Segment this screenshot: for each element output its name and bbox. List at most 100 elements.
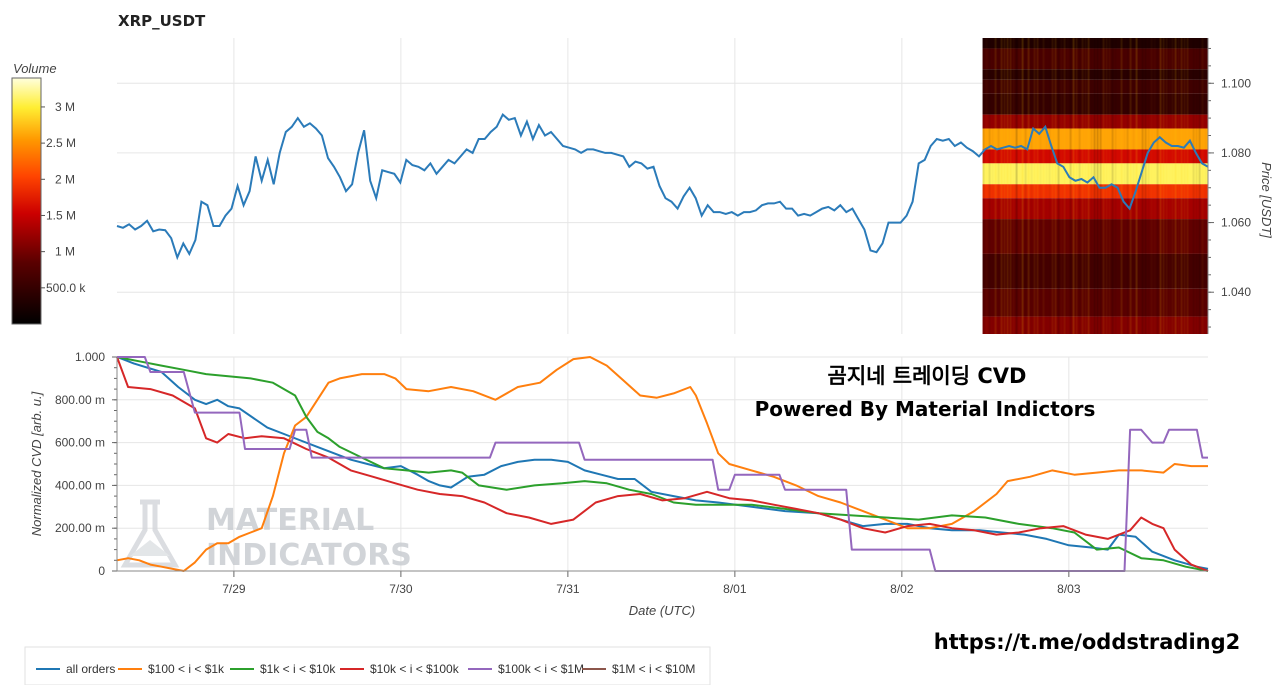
heatmap-streak [1120,38,1123,334]
cvd-y-ticks: 1.000 800.00 m 600.00 m 400.00 m 200.00 m 0 [55,350,117,578]
flask-liquid-icon [130,540,170,556]
heatmap-streak [1141,38,1144,334]
heatmap-streak [1003,38,1006,334]
heatmap-streak [1081,38,1084,334]
heatmap-streak [1000,38,1003,334]
heatmap-streak [997,38,1000,334]
heatmap-streak [1102,38,1105,334]
heatmap-streak [1156,38,1159,334]
material-indicators-watermark: MATERIAL INDICATORS [120,499,412,573]
colorbar-tick-label: 1.5 M [46,208,76,222]
heatmap-streak [1205,38,1207,334]
volume-heatmap [982,38,1208,334]
heatmap-streak [988,38,991,334]
heatmap-band [982,288,1208,317]
colorbar-tick-label: 2.5 M [46,136,76,150]
price-line [116,113,1209,261]
heatmap-band [982,219,1208,254]
heatmap-streak [1021,38,1024,334]
heatmap-band [982,163,1208,185]
heatmap-band [982,69,1208,80]
heatmap-band [982,114,1208,129]
heatmap-streak [1087,38,1090,334]
cvd-x-label: Date (UTC) [629,603,695,618]
heatmap-streak [1072,38,1075,334]
heatmap-band [982,38,1208,49]
heatmap-streak [1033,38,1036,334]
overlay-title: 곰지네 트레이딩 CVD [828,364,1027,388]
overlay-subtitle: Powered By Material Indictors [755,397,1096,421]
heatmap-streak [1069,38,1072,334]
heatmap-streak [1063,38,1066,334]
cvd-series-s10k_100k [116,356,1209,572]
heatmap-streak [1124,38,1126,334]
cvd-series-s1k_10k [116,356,1209,572]
colorbar-ticks: 3 M 2.5 M 2 M 1.5 M 1 M 500.0 k [41,100,86,295]
heatmap-streak [1013,38,1015,334]
cvd-x-tick-label: 7/30 [389,582,413,596]
cvd-tick-label: 200.00 m [55,521,105,535]
heatmap-streak [1061,38,1063,334]
telegram-url: https://t.me/oddstrading2 [934,630,1241,654]
heatmap-streak [1178,38,1180,334]
heatmap-streak [1147,38,1150,334]
heatmap-band [982,48,1208,70]
heatmap-streak [1180,38,1183,334]
heatmap-streak [1051,38,1054,334]
watermark-line2: INDICATORS [206,538,412,573]
heatmap-streak [1075,38,1078,334]
cvd-x-tick-label: 8/03 [1057,582,1081,596]
cvd-grid [117,356,1208,571]
heatmap-streak [1159,38,1162,334]
heatmap-streak [1040,38,1042,334]
heatmap-streak [1162,38,1165,334]
heatmap-streak [1031,38,1033,334]
heatmap-streak [1183,38,1186,334]
cvd-x-tick-label: 7/29 [222,582,246,596]
heatmap-streak [1151,38,1153,334]
heatmap-streak [1042,38,1045,334]
price-tick-label: 1.100 [1221,76,1251,90]
colorbar [11,77,42,325]
heatmap-band [982,316,1208,334]
heatmap-band [982,198,1208,220]
chart-title: XRP_USDT [118,12,206,30]
heatmap-streak [1165,38,1168,334]
heatmap-streak [986,38,988,334]
heatmap-streak [1198,38,1201,334]
heatmap-streak [1036,38,1039,334]
colorbar-tick-label: 3 M [55,100,75,114]
cvd-series-s100_1k [116,356,1208,572]
heatmap-streak [1139,38,1141,334]
heatmap-streak [982,38,985,334]
heatmap-streak [1024,38,1027,334]
heatmap-band [982,253,1208,289]
heatmap-streak [1084,38,1087,334]
heatmap-streak [1099,38,1102,334]
heatmap-streak [1186,38,1189,334]
legend-label: $100k < i < $1M [498,662,584,676]
colorbar-tick-label: 2 M [55,172,75,186]
price-y-label: Price [USDT] [1259,162,1274,238]
price-tick-label: 1.040 [1221,285,1251,299]
legend-box [24,646,711,685]
heatmap-band [982,79,1208,94]
legend: all orders $100 < i < $1k $1k < i < $10k $1… [36,662,695,676]
legend-label: $1k < i < $10k [260,662,336,676]
heatmap-streak [1154,38,1156,334]
cvd-tick-label: 1.000 [75,350,105,364]
cvd-series-all [116,356,1209,570]
heatmap-band [982,149,1208,164]
heatmap-streak [1169,38,1171,334]
price-tick-label: 1.060 [1221,216,1251,230]
heatmap-streak [992,38,994,334]
heatmap-streak [1129,38,1132,334]
colorbar-tick-label: 500.0 k [46,281,86,295]
heatmap-streak [1015,38,1018,334]
price-y-ticks: 1.100 1.080 1.060 1.040 [1208,47,1251,328]
cvd-tick-label: 600.00 m [55,436,105,450]
cvd-x-tick-label: 8/02 [890,582,914,596]
cvd-y-label: Normalized CVD [arb. u.] [29,391,44,536]
cvd-tick-label: 0 [98,564,105,578]
